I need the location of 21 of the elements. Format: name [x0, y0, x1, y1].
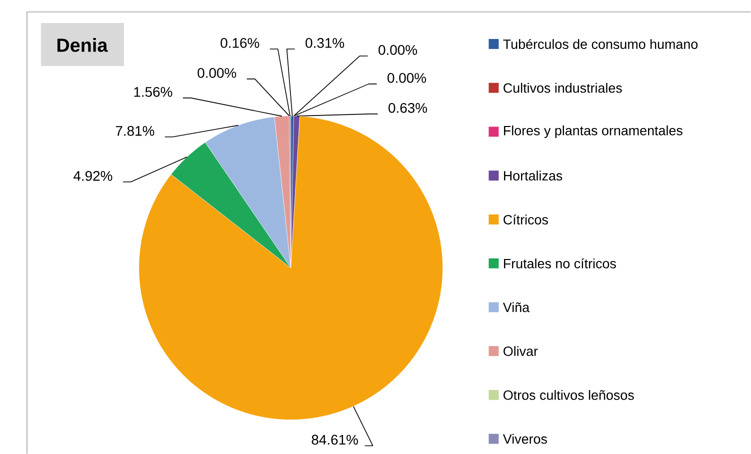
legend-label: Tubérculos de consumo humano: [503, 38, 698, 49]
legend-label: Cultivos industriales: [504, 82, 622, 93]
text: 0.00%: [378, 44, 418, 55]
data-label: 1.56%: [134, 86, 172, 97]
legend-label: Olivar: [504, 346, 538, 356]
data-label: 0.16%: [220, 38, 260, 48]
text: 0.00%: [198, 68, 236, 78]
data-label: 0.63%: [388, 102, 428, 113]
legend-label: Cítricos: [504, 214, 548, 224]
text: 0.00%: [388, 72, 426, 83]
chart-title: Denia: [57, 38, 108, 52]
legend-label: Frutales no cítricos: [504, 258, 616, 268]
data-label: 4.92%: [74, 170, 112, 181]
legend-label: Viveros: [502, 434, 547, 444]
legend-label: Otros cultivos leñosos: [504, 390, 634, 400]
legend-label: Flores y plantas ornamentales: [504, 125, 682, 138]
legend-label: Viña: [502, 302, 530, 312]
data-label: 84.61%: [312, 434, 358, 445]
data-label: 7.81%: [116, 126, 154, 136]
data-label: 0.31%: [306, 38, 344, 48]
legend-label: Hortalizas: [504, 170, 562, 180]
